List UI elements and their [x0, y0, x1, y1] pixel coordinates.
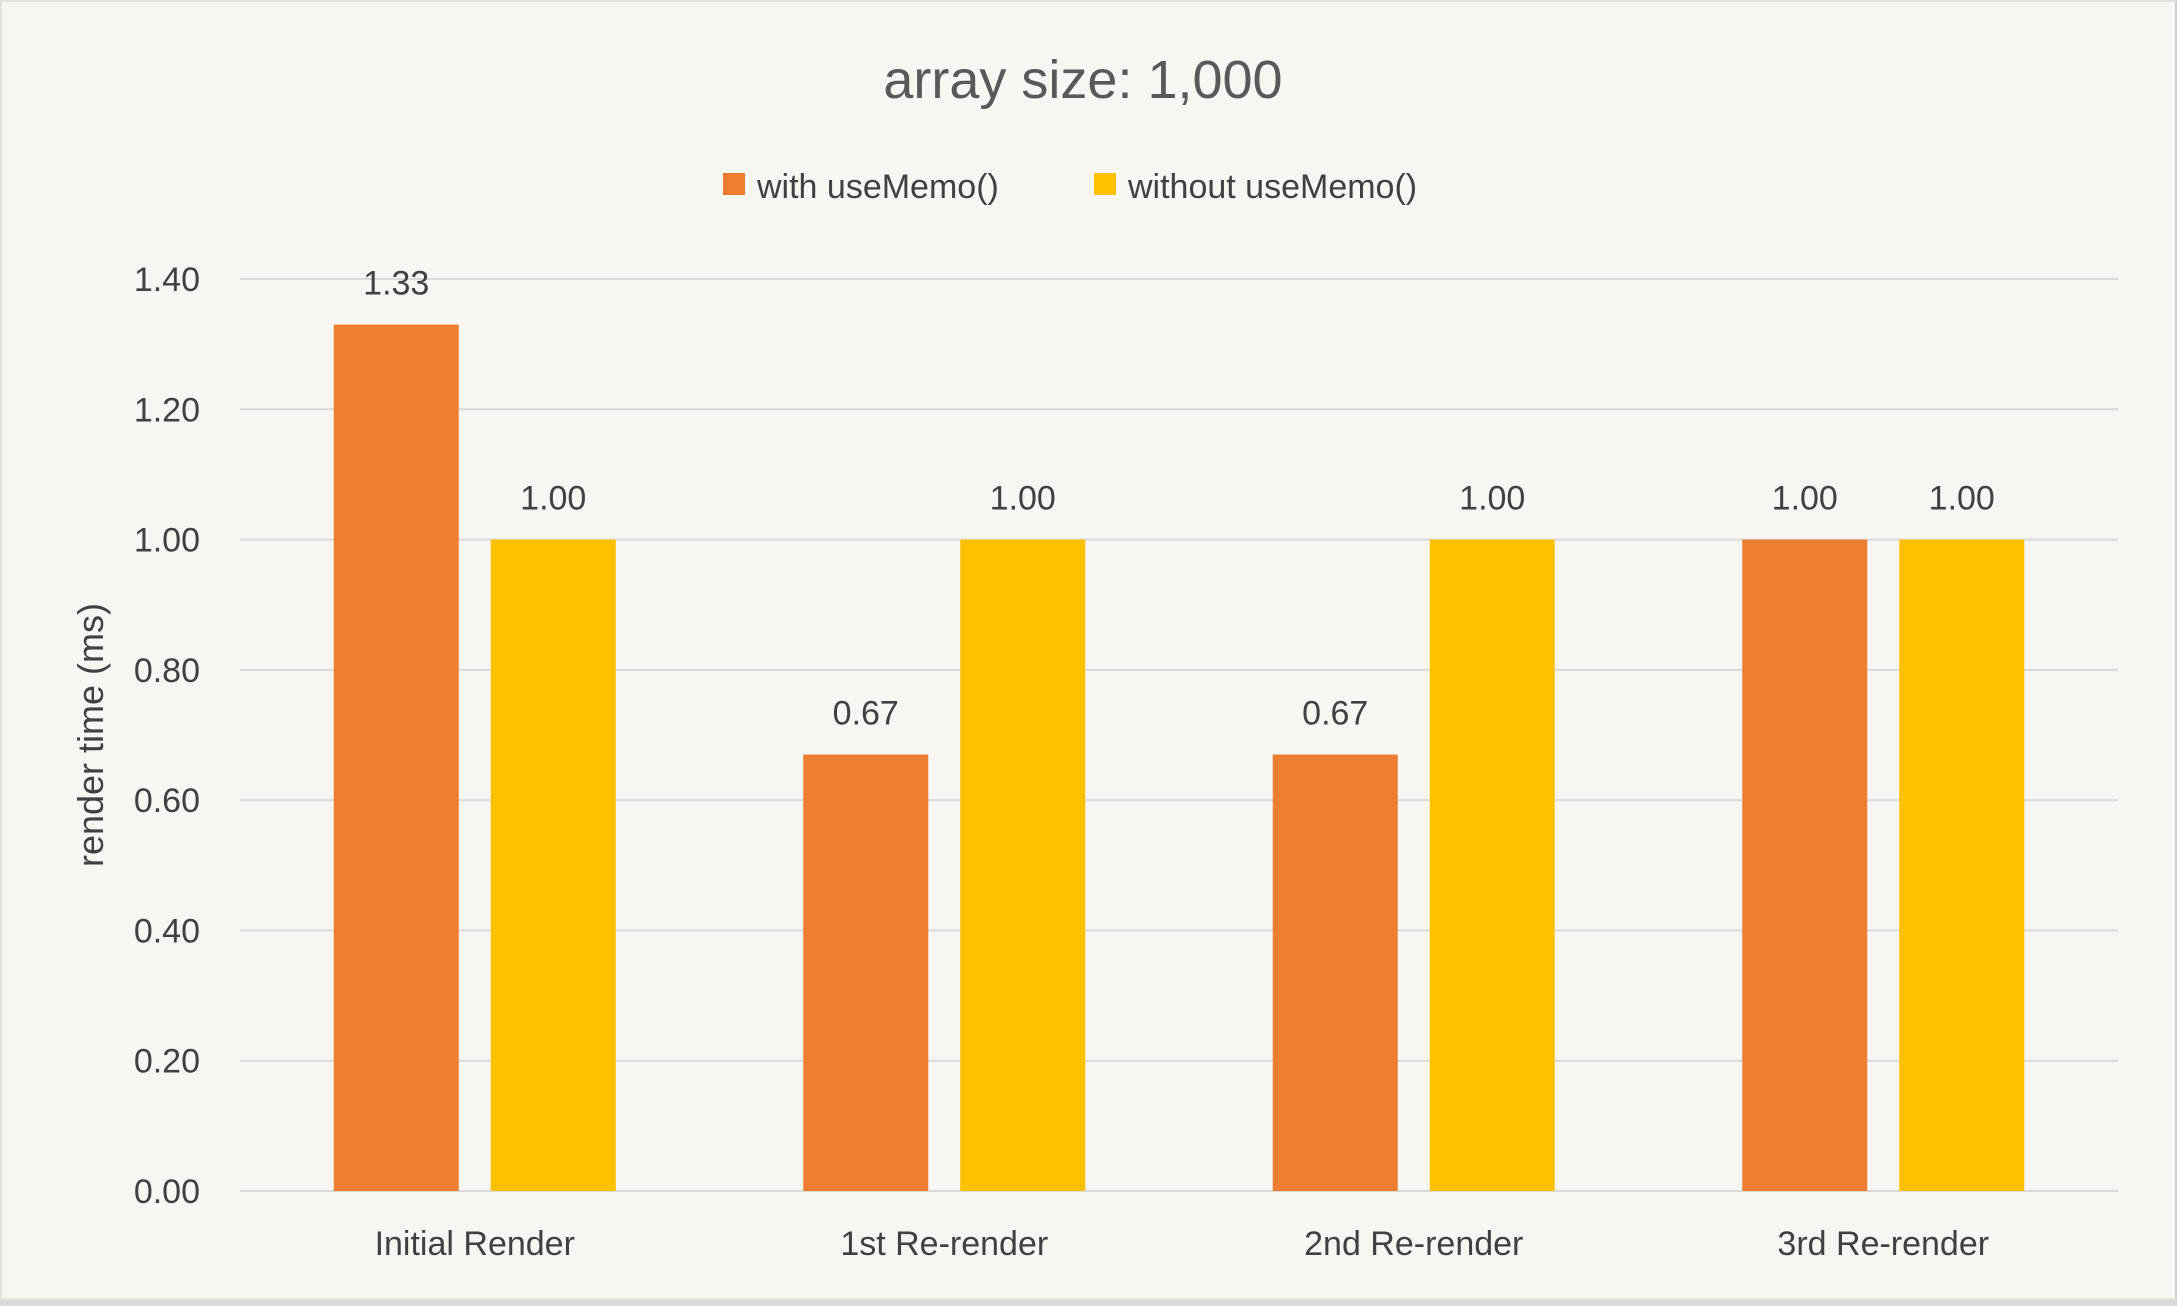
x-tick-label: 1st Re-render — [840, 1225, 1048, 1263]
bar-without-usememo — [1429, 539, 1555, 1191]
data-label: 1.00 — [1772, 480, 1838, 518]
legend-swatch — [1094, 173, 1116, 195]
y-tick-label: 0.20 — [134, 1043, 200, 1081]
data-label: 1.00 — [1929, 480, 1995, 518]
data-label: 1.00 — [990, 480, 1056, 518]
bars — [333, 324, 2025, 1192]
y-axis-ticks: 0.00 0.20 0.40 0.60 0.80 1.00 1.20 1.40 — [134, 261, 200, 1211]
x-axis-ticks: Initial Render 1st Re-render 2nd Re-render… — [375, 1225, 1990, 1263]
legend-label: without useMemo() — [1127, 168, 1417, 206]
data-label: 1.00 — [520, 480, 586, 518]
x-tick-label: 3rd Re-render — [1777, 1225, 1989, 1263]
y-axis-title: render time (ms) — [70, 603, 111, 867]
data-label: 1.00 — [1459, 480, 1525, 518]
data-label: 0.67 — [833, 695, 899, 733]
legend: with useMemo() without useMemo() — [723, 168, 1417, 206]
bar-without-usememo — [960, 539, 1086, 1191]
bar-with-usememo — [1272, 754, 1398, 1191]
y-tick-label: 1.40 — [134, 261, 200, 299]
bar-with-usememo — [333, 324, 459, 1192]
legend-label: with useMemo() — [756, 168, 999, 206]
legend-swatch — [723, 173, 745, 195]
chart-title: array size: 1,000 — [883, 50, 1282, 110]
bar-with-usememo — [1742, 539, 1868, 1191]
bar-without-usememo — [1899, 539, 2025, 1191]
y-tick-label: 0.40 — [134, 912, 200, 950]
data-labels: 1.33 1.00 0.67 1.00 0.67 1.00 1.00 1.00 — [363, 265, 1995, 733]
x-tick-label: Initial Render — [375, 1225, 575, 1263]
data-label: 0.67 — [1302, 695, 1368, 733]
x-tick-label: 2nd Re-render — [1304, 1225, 1523, 1263]
y-tick-label: 0.80 — [134, 652, 200, 690]
y-tick-label: 0.60 — [134, 782, 200, 820]
bar-with-usememo — [803, 754, 929, 1191]
y-tick-label: 0.00 — [134, 1173, 200, 1211]
y-tick-label: 1.20 — [134, 391, 200, 429]
data-label: 1.33 — [363, 265, 429, 303]
bar-without-usememo — [490, 539, 616, 1191]
y-tick-label: 1.00 — [134, 522, 200, 560]
